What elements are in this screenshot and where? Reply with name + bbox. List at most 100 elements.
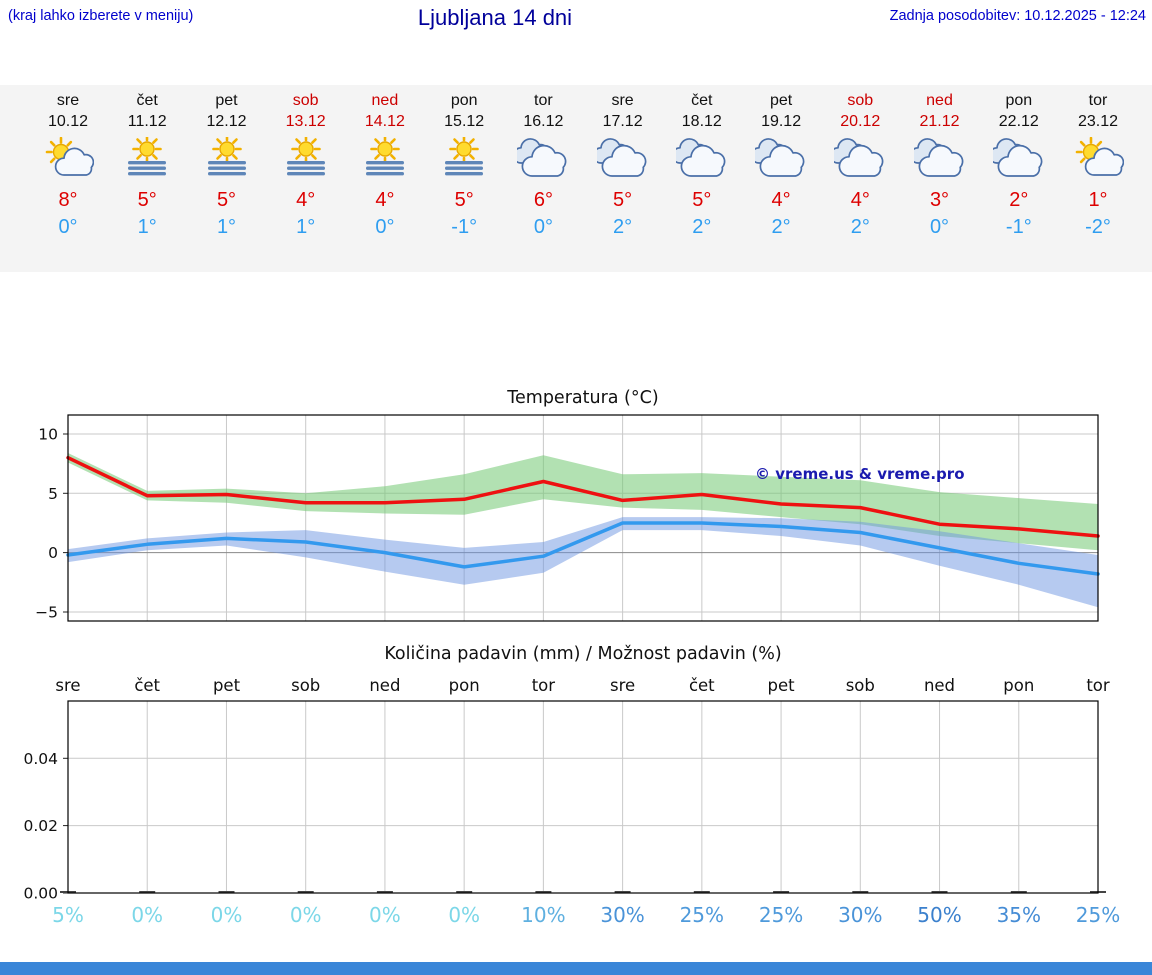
forecast-day-12[interactable]: ned 21.12 3° 0° bbox=[900, 85, 980, 239]
svg-text:0: 0 bbox=[48, 544, 58, 562]
precip-day-label: tor bbox=[531, 676, 556, 695]
day-max-temp: 2° bbox=[1009, 189, 1029, 211]
precip-day-label: tor bbox=[1086, 676, 1110, 695]
temperature-chart-title: Temperatura (°C) bbox=[507, 388, 659, 408]
day-date: 23.12 bbox=[1077, 113, 1119, 130]
precip-probability: 25% bbox=[679, 903, 725, 927]
forecast-day-4[interactable]: sob 13.12 4° 1° bbox=[266, 85, 346, 239]
precipitation-chart: 0.00 0.02 0.04 bbox=[23, 700, 1106, 901]
day-max-temp: 4° bbox=[850, 189, 870, 211]
day-date: 21.12 bbox=[919, 113, 960, 130]
day-min-temp: -1° bbox=[451, 216, 478, 238]
day-min-temp: -1° bbox=[1005, 216, 1032, 238]
precip-probability: 0% bbox=[210, 903, 243, 927]
forecast-day-9[interactable]: čet 18.12 5° 2° bbox=[662, 85, 742, 239]
sun-fog-icon bbox=[424, 134, 504, 185]
day-date: 14.12 bbox=[364, 113, 405, 130]
precip-probability: 30% bbox=[838, 903, 883, 927]
forecast-day-14[interactable]: tor 23.12 1° -2° bbox=[1058, 85, 1138, 239]
forecast-day-7[interactable]: tor 16.12 6° 0° bbox=[503, 85, 583, 239]
day-date: 19.12 bbox=[761, 113, 802, 130]
forecast-day-1[interactable]: sre 10.12 8° 0° bbox=[28, 85, 108, 239]
day-date: 10.12 bbox=[47, 113, 89, 130]
precip-day-label: sob bbox=[845, 676, 875, 695]
day-max-temp: 8° bbox=[58, 189, 78, 211]
precip-probability-labels: 5% 0% 0% 0% 0% 0% 10% 30% 25% 25% 30% 50% 35% 25% bbox=[0, 903, 1152, 931]
precip-day-label: ned bbox=[923, 676, 956, 695]
day-name: pet bbox=[215, 92, 238, 109]
precip-probability: 35% bbox=[996, 903, 1042, 927]
sun-cloud-icon bbox=[1058, 136, 1138, 185]
precip-day-label: čet bbox=[134, 676, 161, 695]
precip-chart-title: Količina padavin (mm) / Možnost padavin … bbox=[384, 644, 782, 664]
day-min-temp: 0° bbox=[533, 216, 553, 238]
forecast-day-5[interactable]: ned 14.12 4° 0° bbox=[345, 85, 425, 239]
location-note: (kraj lahko izberete v meniju) bbox=[8, 8, 194, 24]
day-min-temp: 1° bbox=[296, 216, 316, 238]
precip-probability: 50% bbox=[917, 903, 962, 927]
cloudy-icon bbox=[741, 137, 821, 185]
sun-fog-icon bbox=[107, 134, 187, 185]
forecast-day-6[interactable]: pon 15.12 5° -1° bbox=[424, 85, 504, 239]
page-title: Ljubljana 14 dni bbox=[417, 5, 573, 30]
forecast-day-2[interactable]: čet 11.12 5° 1° bbox=[107, 85, 187, 239]
precip-day-label: sre bbox=[610, 676, 636, 695]
day-name: sre bbox=[56, 92, 80, 109]
precip-day-label: pet bbox=[767, 676, 795, 695]
day-min-temp: 2° bbox=[850, 216, 870, 238]
day-date: 13.12 bbox=[285, 113, 326, 130]
day-name: tor bbox=[1088, 92, 1108, 109]
day-date: 22.12 bbox=[998, 113, 1039, 130]
day-max-temp: 5° bbox=[454, 189, 474, 211]
day-name: sre bbox=[611, 92, 634, 109]
day-min-temp: 1° bbox=[137, 216, 157, 238]
day-name: ned bbox=[371, 92, 399, 109]
precip-probability: 25% bbox=[1075, 903, 1121, 927]
forecast-day-3[interactable]: pet 12.12 5° 1° bbox=[187, 85, 267, 239]
precip-day-label: pet bbox=[212, 676, 241, 695]
precip-day-labels: sre čet pet sob ned pon tor sre čet pet sob ned pon t… bbox=[0, 676, 1152, 698]
day-max-temp: 4° bbox=[375, 189, 395, 211]
day-min-temp: 2° bbox=[613, 216, 633, 238]
day-max-temp: 5° bbox=[692, 189, 712, 211]
day-max-temp: 5° bbox=[613, 189, 633, 211]
precip-probability: 30% bbox=[600, 903, 645, 927]
last-update: Zadnja posodobitev: 10.12.2025 - 12:24 bbox=[889, 8, 1146, 24]
day-date: 20.12 bbox=[840, 113, 881, 130]
day-name: pon bbox=[450, 92, 478, 109]
day-date: 16.12 bbox=[523, 113, 564, 130]
day-min-temp: 2° bbox=[692, 216, 712, 238]
day-max-temp: 5° bbox=[216, 189, 237, 211]
precip-probability: 5% bbox=[52, 903, 84, 927]
day-date: 18.12 bbox=[681, 113, 722, 130]
day-max-temp: 4° bbox=[771, 189, 791, 211]
precip-day-label: pon bbox=[448, 676, 480, 695]
forecast-day-11[interactable]: sob 20.12 4° 2° bbox=[820, 85, 900, 239]
precip-day-label: sre bbox=[55, 676, 81, 695]
precip-day-label: pon bbox=[1003, 676, 1035, 695]
watermark: © vreme.us & vreme.pro bbox=[755, 465, 965, 483]
forecast-day-13[interactable]: pon 22.12 2° -1° bbox=[979, 85, 1059, 239]
day-max-temp: 5° bbox=[137, 189, 157, 211]
cloudy-icon bbox=[820, 137, 900, 185]
precip-probability: 10% bbox=[521, 903, 566, 927]
day-max-temp: 4° bbox=[296, 189, 316, 211]
svg-text:0.00: 0.00 bbox=[23, 885, 58, 901]
day-date: 15.12 bbox=[444, 113, 485, 130]
sun-fog-icon bbox=[266, 134, 346, 185]
forecast-day-8[interactable]: sre 17.12 5° 2° bbox=[583, 85, 663, 239]
day-name: pet bbox=[769, 92, 793, 109]
svg-text:−5: −5 bbox=[35, 604, 58, 622]
forecast-strip: sre 10.12 8° 0° čet 11.12 5° 1° pet 12.12 5° 1° sob 1… bbox=[0, 85, 1152, 272]
day-name: ned bbox=[926, 92, 953, 109]
cloudy-icon bbox=[583, 137, 663, 185]
day-min-temp: 0° bbox=[375, 216, 395, 238]
day-max-temp: 3° bbox=[929, 189, 950, 211]
day-name: čet bbox=[691, 92, 713, 109]
day-min-temp: 1° bbox=[216, 216, 237, 238]
svg-text:5: 5 bbox=[48, 485, 58, 503]
forecast-day-10[interactable]: pet 19.12 4° 2° bbox=[741, 85, 821, 239]
precip-day-label: sob bbox=[291, 676, 321, 695]
day-max-temp: 6° bbox=[533, 189, 553, 211]
